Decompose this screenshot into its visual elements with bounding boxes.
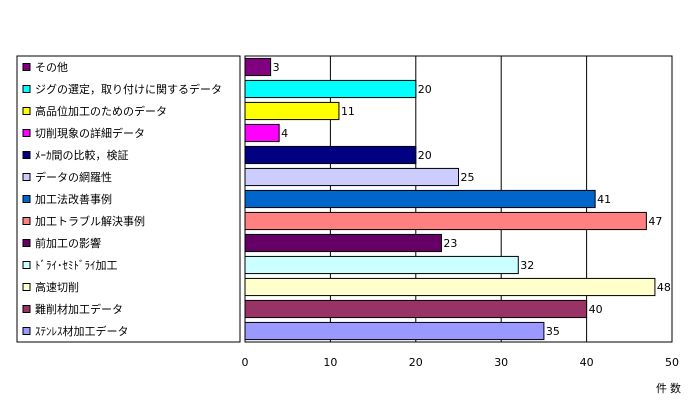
legend-entry: 難削材加工データ	[35, 302, 123, 316]
x-axis-label: 件数	[656, 382, 684, 395]
bar	[244, 145, 417, 165]
data-label: 23	[443, 237, 457, 250]
data-label: 20	[418, 83, 432, 96]
legend-entry: 切削現象の詳細データ	[35, 126, 145, 140]
legend-entry: ｽﾃﾝﾚｽ材加工データ	[35, 324, 129, 338]
x-tick-label: 20	[409, 356, 423, 369]
bars	[244, 57, 656, 341]
bar	[244, 211, 647, 231]
legend-entry: 前加工の影響	[35, 236, 101, 250]
x-tick-label: 50	[665, 356, 679, 369]
legend-entry: ﾄﾞﾗｲ･ｾﾐﾄﾞﾗｲ加工	[35, 259, 118, 272]
data-label: 47	[648, 215, 662, 228]
bar	[244, 299, 588, 319]
data-label: 4	[281, 127, 288, 140]
bar	[244, 123, 280, 143]
x-tick-label: 0	[242, 356, 249, 369]
legend-swatch	[22, 261, 31, 269]
bar	[244, 277, 656, 297]
data-label: 35	[546, 325, 560, 338]
data-label: 48	[657, 281, 671, 294]
legend-swatch	[22, 283, 31, 291]
data-label: 41	[597, 193, 611, 206]
legend-swatch	[22, 239, 31, 247]
legend-swatch	[22, 173, 31, 181]
legend-swatch	[22, 305, 31, 313]
x-tick-label: 10	[323, 356, 337, 369]
legend-swatch	[22, 85, 31, 93]
legend-entry: 加工トラブル解決事例	[35, 214, 145, 228]
legend: その他ジグの選定，取り付けに関するデータ高品位加工のためのデータ切削現象の詳細デ…	[22, 61, 222, 338]
legend-entry: ジグの選定，取り付けに関するデータ	[35, 82, 222, 96]
bar	[244, 233, 442, 253]
legend-entry: 加工法改善事例	[35, 192, 112, 206]
bar	[244, 101, 340, 121]
legend-entry: 高品位加工のためのデータ	[35, 104, 167, 118]
data-label: 40	[589, 303, 603, 316]
x-tick-label: 40	[580, 356, 594, 369]
legend-swatch	[22, 327, 31, 335]
data-label: 25	[461, 171, 475, 184]
legend-swatch	[22, 107, 31, 115]
bar	[244, 57, 272, 77]
bar	[244, 255, 519, 275]
legend-swatch	[22, 151, 31, 159]
legend-box	[16, 55, 241, 343]
x-tick-labels: 0 10 20 30 40 50	[242, 356, 680, 369]
legend-swatch	[22, 129, 31, 137]
data-label: 3	[273, 61, 280, 74]
legend-entry: その他	[35, 61, 68, 74]
bar	[244, 79, 417, 99]
value-labels: 3 20 11 4 20 25 41 47 23 32 48 40 35	[273, 61, 671, 338]
legend-entry: データの網羅性	[35, 170, 112, 184]
data-label: 11	[341, 105, 355, 118]
legend-swatch	[22, 195, 31, 203]
legend-entry: 高速切削	[35, 280, 79, 294]
bar	[244, 189, 596, 209]
bar	[244, 321, 545, 341]
bar	[244, 167, 459, 187]
data-label: 32	[520, 259, 534, 272]
legend-swatch	[22, 217, 31, 225]
x-tick-label: 30	[494, 356, 508, 369]
legend-swatch	[22, 63, 31, 71]
legend-entry: ﾒｰｶ間の比較，検証	[35, 148, 129, 162]
data-label: 20	[418, 149, 432, 162]
